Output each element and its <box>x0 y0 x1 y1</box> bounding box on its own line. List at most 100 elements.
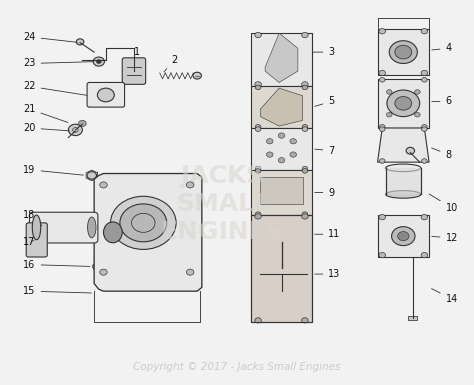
Text: 8: 8 <box>432 148 452 159</box>
Circle shape <box>255 318 261 323</box>
Circle shape <box>79 121 86 127</box>
Circle shape <box>255 82 261 87</box>
Circle shape <box>255 85 261 90</box>
Text: 4: 4 <box>432 43 452 53</box>
Polygon shape <box>251 33 312 86</box>
Polygon shape <box>251 128 312 170</box>
Circle shape <box>379 214 385 220</box>
Circle shape <box>290 139 297 144</box>
Polygon shape <box>377 79 429 128</box>
Text: 9: 9 <box>315 187 335 198</box>
Ellipse shape <box>32 215 41 240</box>
Text: 22: 22 <box>23 81 87 95</box>
Polygon shape <box>377 215 429 257</box>
Circle shape <box>110 196 176 249</box>
Circle shape <box>276 264 287 273</box>
Text: Copyright © 2017 - Jacks Small Engines: Copyright © 2017 - Jacks Small Engines <box>133 362 341 372</box>
Text: 7: 7 <box>315 146 335 156</box>
Circle shape <box>255 127 261 131</box>
Circle shape <box>379 127 385 131</box>
Ellipse shape <box>386 191 421 198</box>
Circle shape <box>73 127 78 132</box>
Text: 15: 15 <box>23 286 91 296</box>
Circle shape <box>301 318 308 323</box>
Polygon shape <box>260 177 302 204</box>
Circle shape <box>93 57 104 66</box>
Text: 14: 14 <box>431 289 458 304</box>
Polygon shape <box>251 215 312 321</box>
Text: 18: 18 <box>23 210 42 226</box>
Circle shape <box>398 232 409 241</box>
Circle shape <box>379 125 385 129</box>
Circle shape <box>255 214 261 219</box>
Circle shape <box>100 182 107 188</box>
Polygon shape <box>265 33 298 82</box>
Circle shape <box>93 263 100 270</box>
Ellipse shape <box>386 164 421 172</box>
Circle shape <box>255 166 261 171</box>
Ellipse shape <box>103 222 122 243</box>
Circle shape <box>97 88 114 102</box>
Text: 10: 10 <box>429 194 458 213</box>
FancyBboxPatch shape <box>122 58 146 84</box>
FancyBboxPatch shape <box>29 212 98 243</box>
Circle shape <box>421 159 427 163</box>
Bar <box>408 316 417 320</box>
Circle shape <box>255 125 261 129</box>
Circle shape <box>301 214 308 219</box>
Circle shape <box>301 32 308 38</box>
Circle shape <box>379 159 385 163</box>
Circle shape <box>186 182 194 188</box>
Circle shape <box>301 82 308 87</box>
Circle shape <box>302 125 308 129</box>
Circle shape <box>186 269 194 275</box>
Circle shape <box>87 172 97 179</box>
Circle shape <box>386 90 392 94</box>
Circle shape <box>389 41 417 64</box>
Polygon shape <box>377 29 429 75</box>
Polygon shape <box>377 128 429 162</box>
Polygon shape <box>251 86 312 128</box>
Circle shape <box>290 152 297 157</box>
Circle shape <box>302 166 308 171</box>
Circle shape <box>266 152 273 157</box>
Circle shape <box>421 125 427 129</box>
Circle shape <box>278 157 285 163</box>
Circle shape <box>421 253 428 258</box>
Text: 19: 19 <box>23 165 83 175</box>
Text: 3: 3 <box>312 47 335 57</box>
Text: 13: 13 <box>315 269 341 279</box>
Circle shape <box>302 169 308 173</box>
Text: 17: 17 <box>23 237 36 247</box>
FancyBboxPatch shape <box>26 223 47 257</box>
Circle shape <box>255 212 261 216</box>
Circle shape <box>392 227 415 246</box>
Text: 2: 2 <box>164 55 178 72</box>
Text: 6: 6 <box>432 96 452 106</box>
Text: 12: 12 <box>432 233 458 243</box>
Polygon shape <box>260 88 302 126</box>
Ellipse shape <box>88 217 96 238</box>
Circle shape <box>379 70 385 75</box>
Circle shape <box>421 77 427 82</box>
Circle shape <box>421 70 428 75</box>
Circle shape <box>120 204 167 242</box>
Circle shape <box>395 45 412 59</box>
Circle shape <box>277 238 286 246</box>
Circle shape <box>395 97 412 110</box>
Text: 23: 23 <box>23 59 94 69</box>
Circle shape <box>97 60 101 64</box>
Polygon shape <box>251 170 312 215</box>
Circle shape <box>266 139 273 144</box>
Polygon shape <box>94 174 202 291</box>
Text: 20: 20 <box>23 123 69 133</box>
Circle shape <box>421 214 428 220</box>
Circle shape <box>255 169 261 173</box>
Circle shape <box>387 90 419 117</box>
Circle shape <box>386 112 392 117</box>
Circle shape <box>406 147 415 154</box>
Circle shape <box>68 124 82 136</box>
Text: 11: 11 <box>315 229 341 239</box>
Circle shape <box>421 127 427 131</box>
Text: 5: 5 <box>315 96 335 106</box>
